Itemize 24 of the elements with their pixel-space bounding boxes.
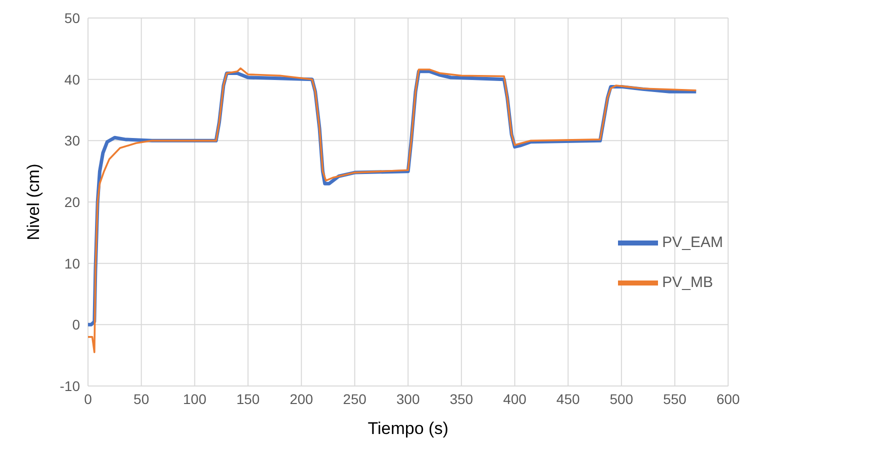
x-tick-label: 300 — [396, 390, 420, 407]
x-tick-label: 350 — [450, 390, 474, 407]
x-tick-label: 200 — [290, 390, 314, 407]
x-tick-label: 50 — [134, 390, 150, 407]
x-tick-label: 150 — [236, 390, 260, 407]
y-tick-label: 40 — [64, 71, 80, 88]
legend-label: PV_MB — [662, 274, 713, 292]
x-tick-label: 250 — [343, 390, 367, 407]
x-tick-label: 450 — [556, 390, 580, 407]
y-tick-label: 0 — [72, 316, 80, 333]
x-tick-label: 400 — [503, 390, 527, 407]
y-tick-label: 30 — [64, 132, 80, 149]
legend-label: PV_EAM — [662, 234, 723, 252]
y-tick-label: -10 — [60, 378, 80, 394]
y-tick-label: 10 — [64, 255, 80, 272]
x-tick-label: 550 — [663, 390, 687, 407]
x-tick-label: 100 — [183, 390, 207, 407]
x-tick-label: 0 — [84, 390, 92, 407]
x-tick-label: 500 — [610, 390, 634, 407]
y-axis-title: Nivel (cm) — [24, 164, 44, 240]
y-tick-label: 20 — [64, 194, 80, 210]
y-tick-label: 50 — [64, 10, 80, 26]
x-axis-title: Tiempo (s) — [368, 419, 448, 438]
x-tick-label: 600 — [716, 390, 740, 407]
